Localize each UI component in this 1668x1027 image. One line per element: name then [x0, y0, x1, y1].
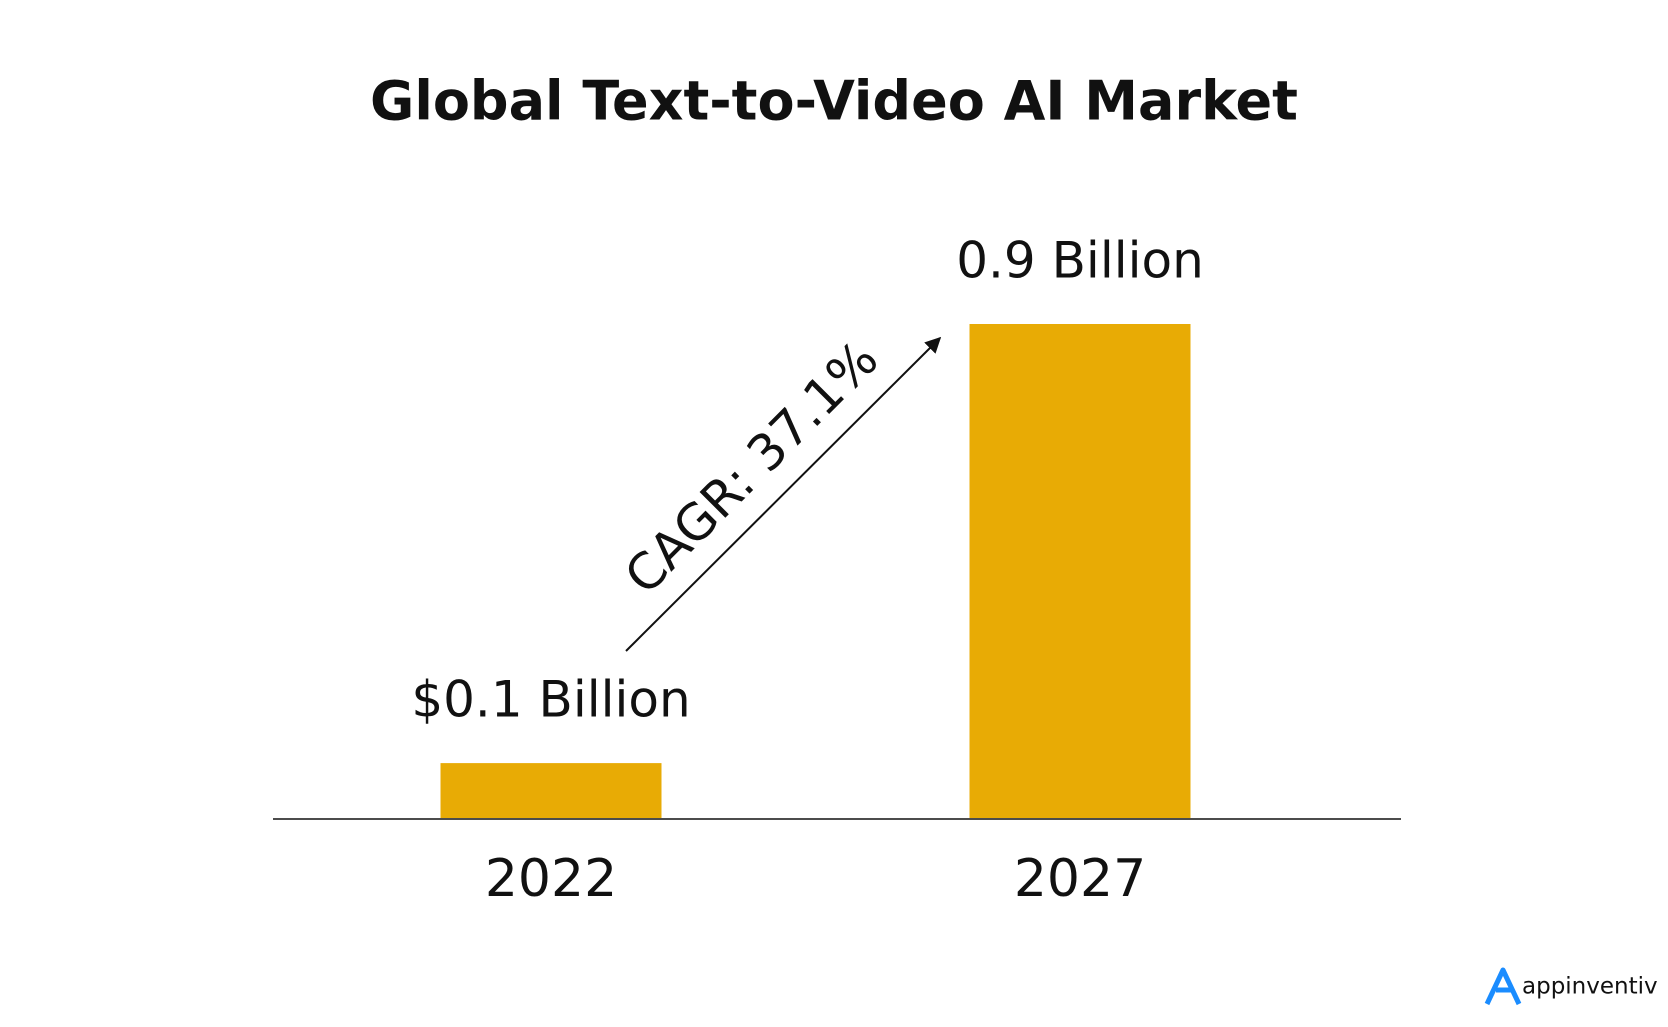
value-label: 0.9 Billion — [956, 232, 1204, 290]
logo: appinventiv — [1484, 967, 1658, 1006]
cagr-arrow — [625, 336, 942, 652]
chart-title: Global Text-to-Video AI Market — [370, 70, 1298, 133]
value-label: $0.1 Billion — [411, 671, 690, 729]
annotation: CAGR: 37.1% — [614, 330, 890, 606]
logo-icon — [1484, 967, 1522, 1006]
bar — [440, 763, 662, 818]
bar — [969, 324, 1191, 818]
x-tick-label: 2022 — [485, 849, 617, 909]
logo-text: appinventiv — [1522, 974, 1658, 1000]
x-tick-label: 2027 — [1014, 849, 1146, 909]
